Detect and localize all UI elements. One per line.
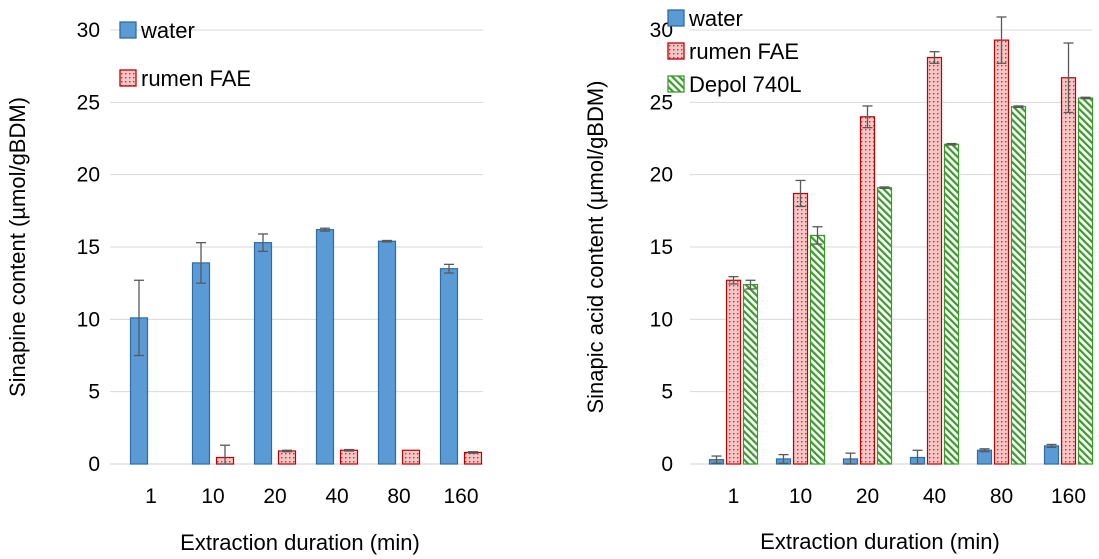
x-tick-label: 40 (923, 485, 946, 508)
rumen-legend-swatch (119, 69, 137, 87)
water-bar (191, 262, 211, 465)
y-tick-label: 15 (77, 236, 100, 259)
y-tick-label: 0 (661, 453, 673, 476)
water-bar (439, 268, 459, 465)
x-tick-label: 80 (990, 485, 1013, 508)
x-tick-label: 160 (1051, 485, 1086, 508)
sinapic-acid-chart: 0 5 10 15 20 25 30 1 10 20 40 80 160 Extraction durat… (583, 6, 1094, 554)
y-tick-label: 20 (77, 164, 100, 187)
depol-bar (943, 143, 960, 465)
depol-bar (876, 187, 893, 465)
y-tick-label: 10 (77, 308, 100, 331)
water-legend-label: water (140, 18, 195, 43)
water-bar (315, 229, 335, 465)
rumen-bar (926, 56, 943, 465)
depol-bar (742, 284, 759, 465)
x-tick-label: 10 (201, 485, 224, 508)
y-tick-label: 30 (650, 19, 673, 42)
water-bar (1043, 445, 1060, 465)
sinapine-chart: 0 5 10 15 20 25 30 1 10 20 40 80 160 Extraction durat… (5, 18, 483, 555)
y-tick-label: 0 (88, 453, 100, 476)
y-tick-label: 30 (77, 19, 100, 42)
depol-legend-swatch (667, 75, 685, 93)
x-axis-title: Extraction duration (min) (180, 530, 420, 555)
x-tick-label: 160 (443, 485, 478, 508)
rumen-legend-swatch (667, 42, 685, 60)
rumen-bar (1060, 77, 1077, 465)
x-tick-label: 40 (325, 485, 348, 508)
y-tick-label: 20 (650, 164, 673, 187)
x-tick-label: 20 (856, 485, 879, 508)
y-tick-label: 10 (650, 308, 673, 331)
y-tick-label: 5 (661, 381, 673, 404)
x-tick-label: 80 (387, 485, 410, 508)
y-axis-title: Sinapine content (µmol/gBDM) (5, 97, 30, 397)
y-tick-label: 25 (650, 91, 673, 114)
x-tick-label: 10 (789, 485, 812, 508)
y-tick-label: 15 (650, 236, 673, 259)
rumen-bar (993, 39, 1010, 465)
water-legend-swatch (667, 9, 685, 27)
rumen-bar (725, 279, 742, 465)
water-bar (377, 240, 397, 465)
rumen-legend-label: rumen FAE (141, 66, 251, 91)
rumen-bar (401, 449, 421, 465)
depol-bar (809, 234, 826, 465)
x-tick-label: 20 (263, 485, 286, 508)
y-tick-label: 5 (88, 381, 100, 404)
depol-bar (1077, 97, 1094, 465)
depol-legend-label: Depol 740L (689, 72, 802, 97)
rumen-bar (339, 449, 359, 465)
y-tick-label: 25 (77, 91, 100, 114)
y-axis-title: Sinapic acid content (µmol/gBDM) (583, 80, 608, 413)
rumen-legend-label: rumen FAE (689, 39, 799, 64)
rumen-bar (859, 116, 876, 465)
water-legend-label: water (688, 6, 743, 31)
x-tick-label: 1 (145, 485, 157, 508)
rumen-bar (463, 451, 483, 465)
rumen-bar (277, 450, 297, 465)
x-tick-label: 1 (728, 485, 740, 508)
x-axis-title: Extraction duration (min) (760, 529, 1000, 554)
rumen-bar (792, 192, 809, 465)
depol-bar (1010, 106, 1027, 465)
water-bar (253, 242, 273, 465)
water-legend-swatch (119, 21, 137, 39)
